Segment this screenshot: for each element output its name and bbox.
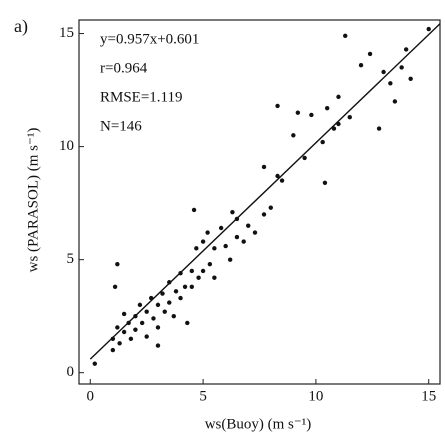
point: [92, 361, 97, 366]
point: [139, 320, 145, 326]
point: [128, 336, 134, 341]
annotation: RMSE=1.119: [100, 89, 183, 105]
point: [178, 295, 183, 301]
point: [137, 302, 143, 308]
y-axis-label: ws (PARASOL) (m s⁻¹): [25, 128, 41, 273]
point: [151, 316, 156, 321]
plot-frame: [78, 19, 441, 385]
point: [234, 234, 240, 240]
point: [408, 76, 413, 81]
point: [115, 325, 120, 330]
point: [207, 261, 213, 267]
fit-line: [89, 23, 441, 360]
point: [155, 325, 161, 330]
point: [223, 243, 228, 249]
point: [322, 180, 328, 185]
point: [268, 205, 273, 210]
point: [320, 139, 325, 145]
point: [399, 65, 404, 70]
point: [279, 178, 285, 183]
point: [347, 115, 352, 120]
point: [392, 99, 398, 104]
annotation: y=0.957x+0.601: [100, 31, 199, 47]
y-tick-label: 15: [59, 25, 74, 41]
point: [126, 320, 131, 326]
point: [162, 309, 167, 314]
point: [246, 223, 251, 228]
point: [261, 164, 267, 170]
point: [302, 155, 307, 161]
point: [234, 216, 240, 222]
point: [324, 105, 330, 111]
point: [241, 239, 246, 244]
point: [167, 280, 172, 285]
point: [309, 112, 314, 118]
point: [144, 334, 149, 339]
point: [155, 302, 161, 308]
point: [336, 121, 341, 127]
point: [212, 246, 217, 251]
point: [182, 284, 188, 289]
point: [426, 26, 431, 32]
point: [178, 271, 183, 276]
point: [160, 291, 165, 296]
point: [381, 69, 386, 75]
point: [171, 313, 176, 319]
point: [275, 173, 280, 179]
x-tick-label: 0: [87, 388, 95, 404]
point: [112, 284, 118, 289]
point: [336, 94, 341, 100]
point: [194, 246, 199, 251]
point: [275, 103, 280, 109]
point: [117, 341, 122, 346]
point: [218, 225, 224, 231]
point: [205, 230, 210, 235]
point: [212, 275, 217, 280]
point: [185, 320, 190, 326]
point: [291, 133, 296, 138]
point: [144, 309, 149, 314]
point: [167, 300, 172, 305]
point: [173, 289, 179, 294]
x-tick-label: 10: [308, 388, 323, 404]
point: [200, 239, 206, 244]
point: [252, 230, 258, 235]
point: [227, 257, 233, 262]
point: [376, 126, 382, 131]
y-tick-label: 5: [67, 251, 75, 267]
point: [115, 261, 120, 267]
point: [343, 33, 348, 39]
panel-label: a): [14, 16, 28, 37]
point: [191, 207, 197, 213]
y-tick-label: 10: [59, 138, 74, 154]
point: [155, 343, 161, 348]
annotation: r=0.964: [100, 60, 148, 76]
point: [230, 209, 235, 215]
point: [367, 51, 373, 57]
point: [133, 327, 138, 332]
point: [261, 212, 267, 217]
point: [121, 311, 127, 317]
point: [295, 110, 301, 115]
annotation: N=146: [100, 118, 142, 134]
point: [403, 47, 409, 52]
point: [331, 126, 337, 131]
x-tick-label: 5: [199, 388, 207, 404]
point: [189, 268, 195, 274]
point: [196, 275, 201, 280]
x-tick-label: 15: [421, 388, 436, 404]
point: [110, 336, 116, 341]
point: [121, 329, 127, 335]
point: [358, 63, 364, 68]
x-axis-label: ws(Buoy) (m s⁻¹): [205, 416, 312, 432]
point: [149, 295, 154, 301]
point: [189, 284, 195, 289]
point: [110, 347, 116, 353]
point: [133, 313, 138, 319]
y-tick-label: 0: [67, 364, 75, 380]
point: [388, 81, 393, 86]
point: [200, 268, 206, 274]
